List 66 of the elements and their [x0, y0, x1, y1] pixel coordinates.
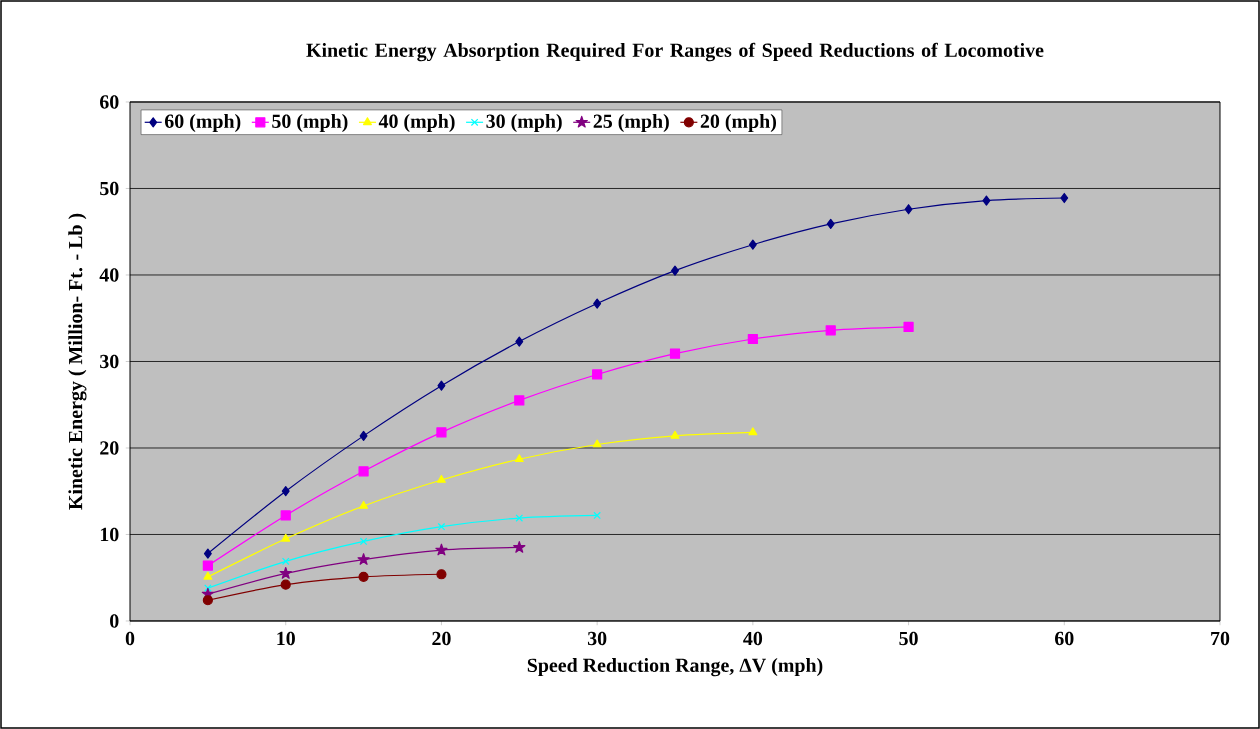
point [592, 369, 603, 380]
point [904, 204, 913, 215]
point [515, 336, 524, 347]
point [203, 571, 213, 580]
x-tick-label: 70 [1211, 631, 1230, 646]
point [358, 466, 369, 477]
chart-title: Kinetic Energy Absorption Required For Ranges of Speed Reductions of Locomotive [306, 42, 1044, 62]
point [1060, 192, 1069, 204]
x-tick-label: 50 [899, 631, 918, 646]
point [203, 548, 212, 559]
point [436, 569, 447, 580]
y-tick-label: 40 [99, 268, 119, 282]
point [436, 474, 446, 483]
point [435, 543, 448, 556]
point [202, 595, 213, 606]
x-tick-label: 30 [587, 631, 607, 646]
x-axis-title: Speed Reduction Range, ΔV (mph) [527, 658, 823, 677]
x-tick-label: 60 [1055, 631, 1074, 646]
point [281, 486, 290, 497]
y-tick-label: 50 [100, 181, 119, 196]
point [359, 500, 369, 509]
point [825, 325, 836, 336]
point [514, 454, 524, 463]
point [748, 239, 757, 250]
point [437, 522, 446, 531]
point [982, 195, 991, 206]
point [514, 395, 525, 406]
point [436, 427, 447, 438]
x-tick-label: 20 [432, 631, 451, 646]
y-tick-label: 0 [110, 614, 119, 628]
point [748, 427, 758, 436]
y-tick-label: 20 [100, 441, 119, 455]
point [826, 218, 835, 230]
y-tick-label: 10 [100, 527, 119, 542]
point [747, 333, 758, 345]
legend-label: 25 (mph) [593, 113, 669, 133]
point [280, 510, 291, 521]
point [513, 541, 526, 553]
point [592, 439, 602, 448]
y-tick-label: 60 [100, 95, 119, 109]
point [357, 553, 370, 565]
y-axis-title: Kinetic Energy ( Million- Ft. - Lb ) [68, 213, 87, 510]
x-tick-label: 40 [743, 631, 763, 646]
point [437, 380, 446, 391]
point [593, 298, 602, 309]
legend-label: 20 (mph) [700, 113, 776, 133]
x-tick-label: 0 [125, 631, 135, 646]
point [671, 265, 679, 276]
point [593, 511, 601, 520]
point [903, 321, 914, 332]
point [279, 566, 292, 579]
legend-label: 50 (mph) [272, 113, 348, 133]
x-tick-label: 10 [277, 631, 295, 646]
point [281, 533, 291, 542]
point [280, 579, 291, 590]
point [359, 430, 368, 441]
legend-label: 40 (mph) [378, 113, 455, 133]
point [358, 571, 369, 582]
legend-label: 30 (mph) [486, 113, 562, 133]
point [670, 430, 680, 439]
y-tick-label: 30 [100, 354, 119, 369]
legend-label: 60 (mph) [164, 113, 241, 133]
point [669, 348, 681, 359]
point [515, 514, 524, 522]
point [281, 557, 290, 566]
point [202, 560, 213, 571]
